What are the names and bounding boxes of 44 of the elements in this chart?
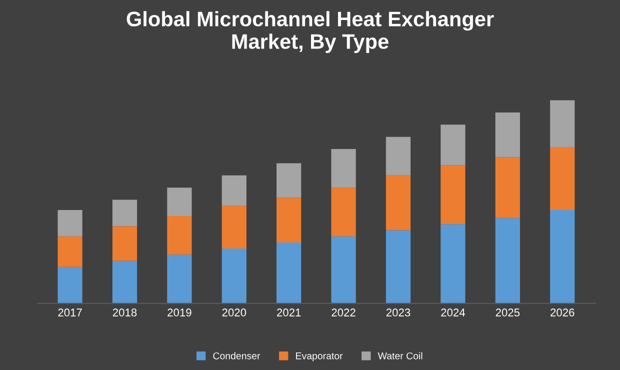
legend-label: Condenser <box>213 352 260 360</box>
bar <box>222 248 246 304</box>
bar <box>495 157 520 218</box>
bar <box>440 224 466 304</box>
x-tick-label: 2017 <box>58 308 82 316</box>
bar <box>386 136 411 176</box>
bar <box>112 200 138 226</box>
bar <box>495 218 520 304</box>
x-tick-label: 2021 <box>277 308 301 316</box>
x-tick-label: 2019 <box>168 308 192 316</box>
bar <box>58 210 82 236</box>
bar <box>440 165 466 224</box>
bar <box>167 188 192 216</box>
bar <box>58 266 82 304</box>
bar <box>276 163 302 198</box>
bar <box>440 124 466 166</box>
bar <box>550 210 575 304</box>
bar <box>167 216 192 255</box>
bar <box>58 236 82 267</box>
x-tick-label: 2020 <box>222 308 246 316</box>
bar <box>331 236 356 304</box>
bar <box>550 146 575 210</box>
bar <box>386 230 411 304</box>
bar <box>276 242 302 304</box>
chart-title: Global Microchannel Heat Exchanger Market, By Type <box>126 11 494 54</box>
legend-label: Water Coil <box>378 352 422 360</box>
x-tick-label: 2023 <box>386 308 410 316</box>
x-tick-label: 2018 <box>112 308 137 316</box>
x-tick-label: 2022 <box>332 308 356 316</box>
bar <box>112 260 138 304</box>
x-tick-label: 2025 <box>496 308 520 316</box>
bar <box>550 100 575 147</box>
bar <box>276 198 302 242</box>
bar <box>112 226 138 261</box>
bar <box>331 149 356 188</box>
bar <box>222 175 246 206</box>
x-tick-label: 2024 <box>441 308 465 316</box>
bar <box>222 206 246 249</box>
bar <box>331 188 356 236</box>
bar <box>495 112 520 158</box>
legend-label: Evaporator <box>296 352 343 362</box>
bar <box>167 254 192 304</box>
bar <box>386 175 411 230</box>
x-tick-label: 2026 <box>550 308 574 316</box>
